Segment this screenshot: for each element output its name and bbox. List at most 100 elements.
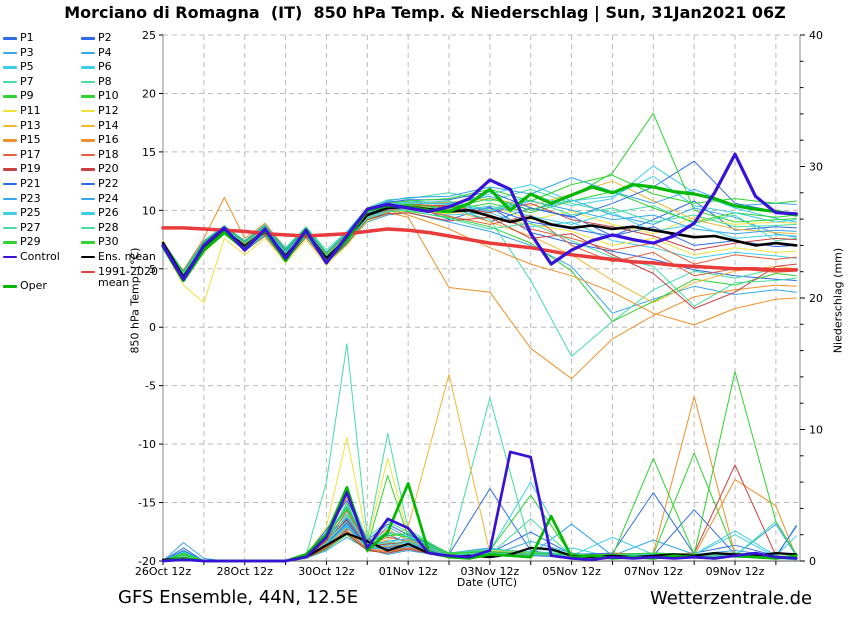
legend-label: P2 bbox=[98, 31, 112, 44]
legend-item-p17: P17 bbox=[3, 149, 81, 164]
legend-label: P17 bbox=[20, 147, 41, 161]
legend-label: 1991-2020 mean bbox=[98, 264, 158, 290]
y-right-tick-label: 10 bbox=[809, 424, 823, 437]
y-left-tick-label: -5 bbox=[145, 380, 156, 393]
legend-swatch bbox=[81, 95, 95, 98]
legend-label: P28 bbox=[98, 220, 119, 234]
x-tick-label: 03Nov 12z bbox=[461, 565, 520, 578]
legend-item-p11: P11 bbox=[3, 105, 81, 120]
legend-label: Oper bbox=[20, 279, 47, 293]
legend-item-p18: P18 bbox=[81, 149, 161, 164]
x-axis-title: Date (UTC) bbox=[456, 576, 518, 589]
legend-label: P7 bbox=[20, 74, 34, 88]
left-axis-title: 850 hPa Temp. (°C) bbox=[128, 247, 142, 354]
legend-swatch bbox=[81, 255, 95, 259]
y-right-tick-label: 0 bbox=[809, 555, 816, 568]
legend-label: P16 bbox=[98, 133, 119, 147]
y-right-tick-label: 40 bbox=[809, 29, 823, 42]
legend: P1 P2 P3 P4 P5 P6 P7 P8 P9 P10 P11 P12 P13 P14 P15 P16 P… bbox=[3, 32, 161, 295]
legend-label: Ens. mean bbox=[98, 249, 156, 263]
y-left-tick-label: 25 bbox=[142, 29, 156, 42]
legend-swatch bbox=[81, 80, 95, 84]
legend-item-p23: P23 bbox=[3, 192, 81, 208]
legend-label: P29 bbox=[20, 235, 41, 249]
x-tick-label: 26Oct 12z bbox=[135, 565, 192, 578]
legend-label: P1 bbox=[20, 31, 34, 44]
y-left-tick-label: 10 bbox=[142, 204, 156, 217]
x-tick-label: 30Oct 12z bbox=[298, 565, 355, 578]
legend-label: P25 bbox=[20, 206, 41, 220]
legend-swatch bbox=[81, 212, 95, 215]
legend-swatch bbox=[3, 226, 17, 230]
legend-swatch bbox=[3, 212, 17, 215]
legend-swatch bbox=[3, 51, 17, 55]
legend-item-1991-2020-mean: 1991-2020 mean bbox=[81, 265, 161, 288]
legend-item-p15: P15 bbox=[3, 134, 81, 149]
legend-label: P11 bbox=[20, 103, 41, 117]
legend-label: Control bbox=[20, 249, 60, 263]
legend-label: P26 bbox=[98, 206, 119, 220]
legend-item-p9: P9 bbox=[3, 90, 81, 105]
legend-swatch bbox=[3, 37, 17, 40]
main-precip-line-control bbox=[161, 450, 798, 563]
legend-label: P3 bbox=[20, 45, 34, 59]
legend-swatch bbox=[3, 153, 17, 157]
legend-spacer bbox=[3, 266, 81, 281]
page-title: Morciano di Romagna (IT) 850 hPa Temp. &… bbox=[64, 3, 786, 22]
y-left-tick-label: -15 bbox=[138, 497, 156, 510]
legend-item-control: Control bbox=[3, 251, 81, 266]
legend-swatch bbox=[81, 182, 95, 186]
legend-swatch bbox=[3, 66, 17, 69]
footer-model-info: GFS Ensemble, 44N, 12.5E bbox=[118, 587, 359, 608]
legend-label: P27 bbox=[20, 220, 41, 234]
legend-swatch bbox=[81, 241, 95, 244]
legend-swatch bbox=[81, 124, 95, 128]
legend-label: P21 bbox=[20, 176, 41, 190]
legend-swatch bbox=[81, 37, 95, 40]
legend-label: P15 bbox=[20, 133, 41, 147]
legend-item-p5: P5 bbox=[3, 61, 81, 76]
legend-item-p14: P14 bbox=[81, 120, 161, 135]
legend-label: P5 bbox=[20, 60, 34, 74]
legend-swatch bbox=[3, 109, 17, 113]
y-left-tick-label: -20 bbox=[138, 555, 156, 568]
legend-label: P6 bbox=[98, 60, 112, 74]
legend-item-p12: P12 bbox=[81, 105, 161, 120]
legend-swatch bbox=[3, 285, 17, 288]
legend-label: P9 bbox=[20, 89, 34, 103]
member-precip-line-p27 bbox=[162, 343, 797, 562]
legend-item-p26: P26 bbox=[81, 207, 161, 222]
y-left-tick-label: -10 bbox=[138, 438, 156, 451]
member-precip-line-p13 bbox=[162, 373, 797, 562]
legend-label: P10 bbox=[98, 89, 119, 103]
legend-item-p10: P10 bbox=[81, 90, 161, 105]
y-right-tick-label: 30 bbox=[809, 161, 823, 174]
legend-item-ens-mean: Ens. mean bbox=[81, 251, 161, 266]
legend-swatch bbox=[81, 66, 95, 69]
legend-label: P8 bbox=[98, 74, 112, 88]
legend-item-p13: P13 bbox=[3, 120, 81, 135]
legend-swatch bbox=[81, 226, 95, 230]
member-precip-line-p19 bbox=[162, 464, 797, 562]
legend-label: P24 bbox=[98, 191, 119, 205]
legend-swatch bbox=[81, 51, 95, 55]
member-precip-line-p29 bbox=[162, 371, 797, 562]
right-axis-title: Niederschlag (mm) bbox=[831, 247, 845, 354]
x-tick-label: 09Nov 12z bbox=[706, 565, 765, 578]
legend-item-p16: P16 bbox=[81, 134, 161, 149]
legend-swatch bbox=[81, 139, 95, 142]
y-left-tick-label: 0 bbox=[149, 321, 156, 334]
legend-label: P19 bbox=[20, 162, 41, 176]
legend-item-p7: P7 bbox=[3, 76, 81, 91]
legend-item-p19: P19 bbox=[3, 163, 81, 178]
x-tick-label: 01Nov 12z bbox=[379, 565, 438, 578]
y-left-tick-label: 5 bbox=[149, 263, 156, 276]
legend-label: P30 bbox=[98, 235, 119, 249]
legend-item-oper: Oper bbox=[3, 280, 81, 295]
legend-label: P12 bbox=[98, 103, 119, 117]
legend-swatch bbox=[3, 241, 17, 244]
legend-swatch bbox=[81, 109, 95, 113]
legend-swatch bbox=[81, 168, 95, 171]
legend-item-p21: P21 bbox=[3, 178, 81, 193]
